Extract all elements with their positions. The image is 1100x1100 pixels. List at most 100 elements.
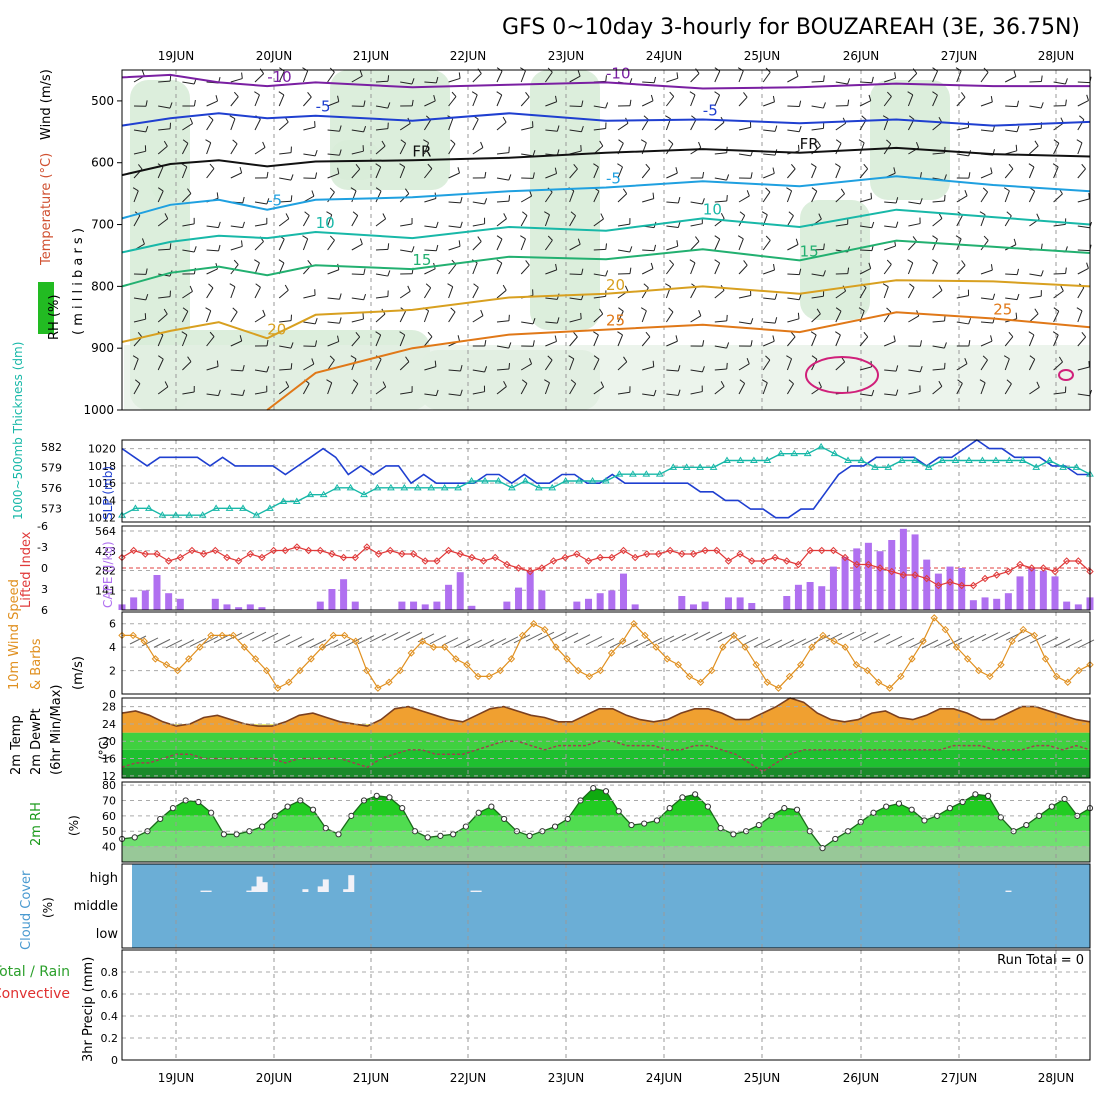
lifted-index-marker xyxy=(409,550,418,558)
rh-marker xyxy=(1023,821,1030,829)
rh-marker xyxy=(220,831,227,838)
wind-speed-marker xyxy=(841,643,849,651)
wind-barb xyxy=(907,94,914,107)
wind-barb xyxy=(863,163,869,170)
wind-barb-10m xyxy=(189,637,207,647)
wind-barb xyxy=(547,355,553,361)
wind-speed-marker xyxy=(552,643,560,651)
wind-barb xyxy=(163,308,168,315)
wind-barb xyxy=(859,287,867,299)
wind-barb xyxy=(254,94,260,107)
wind-speed-marker xyxy=(407,649,415,657)
wind-barb xyxy=(447,283,453,288)
wind-barb xyxy=(823,243,825,250)
wind-barb xyxy=(1053,139,1060,144)
wind-barb xyxy=(375,145,386,155)
cape-bar xyxy=(398,601,406,610)
wind-barb xyxy=(1065,99,1067,106)
wind-barb xyxy=(859,366,872,371)
wind-barb xyxy=(423,287,432,299)
wind-barb xyxy=(240,240,243,247)
wind-barb xyxy=(1036,213,1040,220)
thickness-marker xyxy=(373,483,382,491)
wind-barb xyxy=(573,331,578,338)
cape-bar xyxy=(165,593,173,610)
wind-barb xyxy=(525,92,530,98)
wind-barb xyxy=(327,71,335,83)
wind-barb xyxy=(278,218,290,227)
wind-barb xyxy=(739,379,745,384)
rh-marker xyxy=(781,805,788,812)
wind-barb-10m xyxy=(501,636,519,646)
wind-barb xyxy=(641,287,649,299)
wind-barb xyxy=(303,126,316,131)
wind-barb xyxy=(1053,142,1060,155)
wind-speed-marker xyxy=(752,661,760,669)
rh-marker xyxy=(169,805,177,812)
rh-marker xyxy=(590,785,597,792)
wind-barb xyxy=(895,389,899,396)
rh-marker xyxy=(946,805,953,812)
wind-barb xyxy=(448,172,460,179)
thickness-marker xyxy=(682,463,691,470)
wind-speed-marker xyxy=(808,643,816,651)
cape-bar xyxy=(619,573,627,610)
wind-barb xyxy=(545,297,558,300)
wind-barb xyxy=(1004,358,1010,371)
wind-barb xyxy=(690,73,700,83)
wind-barb xyxy=(883,286,889,299)
wind-barb xyxy=(520,70,526,83)
rh-marker xyxy=(641,820,648,827)
wind-barb xyxy=(1076,139,1083,144)
wind-barb xyxy=(496,262,503,275)
contour-label: 20 xyxy=(606,276,625,294)
wind-barb xyxy=(895,365,899,372)
lifted-index-marker xyxy=(748,557,756,565)
wind-barb xyxy=(205,307,211,312)
wind-barb xyxy=(577,70,581,77)
rh-marker xyxy=(692,791,699,798)
wind-speed-marker xyxy=(941,625,950,634)
wind-barb xyxy=(303,363,315,371)
wind-barb xyxy=(423,310,430,323)
wind-barb xyxy=(327,101,339,107)
rh-marker xyxy=(653,817,661,824)
wind-barb xyxy=(907,91,914,96)
wind-barb xyxy=(714,262,721,275)
wind-barb xyxy=(1077,198,1090,203)
bottom-date-label: 24JUN xyxy=(646,1071,683,1085)
wind-barb xyxy=(666,172,678,179)
wind-barb xyxy=(580,312,582,319)
wind-barb xyxy=(932,345,945,349)
wind-barb xyxy=(448,393,461,396)
wind-speed-marker xyxy=(630,620,638,628)
rh-marker xyxy=(551,823,559,830)
wind-barb xyxy=(471,91,478,96)
wind-barb xyxy=(990,167,993,174)
wind-barb xyxy=(400,391,413,395)
wind-barb xyxy=(1006,379,1012,385)
contour-label: -10 xyxy=(267,68,292,86)
wind-barb xyxy=(738,383,746,395)
lifted-index-marker xyxy=(584,557,593,565)
wind-barb xyxy=(666,264,675,275)
wind-barb xyxy=(302,235,308,240)
wind-barb xyxy=(448,369,461,372)
rh-marker xyxy=(157,815,164,823)
wind-barb xyxy=(502,284,507,291)
wind-barb xyxy=(1079,115,1085,121)
thickness-marker xyxy=(185,511,194,518)
wind-barb xyxy=(424,249,437,252)
cape-bar xyxy=(806,582,814,610)
wind-barb xyxy=(599,308,604,315)
wind-barb xyxy=(496,289,507,299)
wind-barb xyxy=(835,139,842,144)
wind-speed-line xyxy=(122,616,1091,689)
cape-bar xyxy=(1016,576,1024,610)
contour-label: FR xyxy=(800,135,819,153)
precip-tick-label: 0.8 xyxy=(101,966,119,979)
lifted-index-marker xyxy=(164,557,173,565)
wind-barb xyxy=(554,167,558,174)
thickness-marker xyxy=(212,504,220,511)
wind-barb xyxy=(351,297,364,301)
